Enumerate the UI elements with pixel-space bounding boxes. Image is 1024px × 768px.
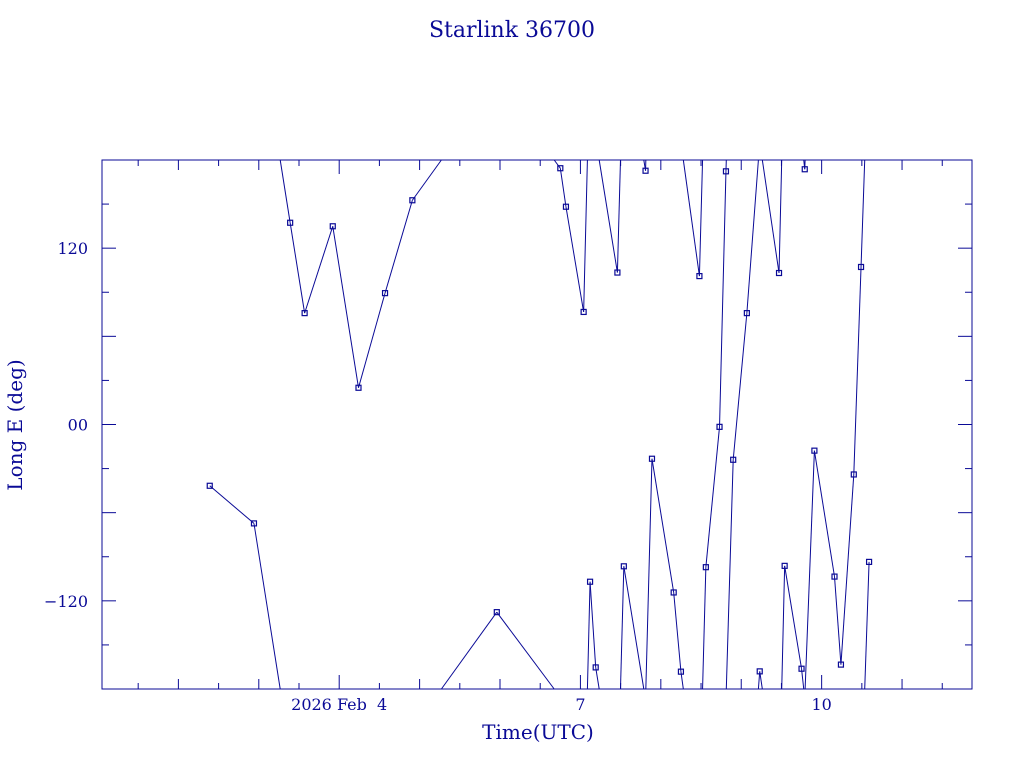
data-point [557, 165, 564, 172]
data-point [831, 573, 838, 580]
data-point [837, 661, 845, 668]
track-segment [813, 450, 835, 577]
track-segment [384, 200, 413, 294]
track-segment [781, 565, 786, 690]
data-point [580, 308, 587, 316]
track-segment [595, 667, 600, 690]
track-segments [209, 159, 870, 690]
track-segment [553, 159, 561, 169]
data-point [696, 272, 703, 280]
data-point [857, 263, 865, 271]
y-axis-label: Long E (deg) [3, 359, 27, 490]
track-segment [778, 159, 783, 274]
track-segment [583, 159, 588, 312]
data-point [775, 269, 783, 277]
y-axis-tick-labels: 120 00 −120 [44, 239, 88, 611]
data-point [865, 558, 873, 565]
data-point [811, 447, 818, 454]
data-point [250, 520, 258, 527]
data-point [206, 482, 213, 489]
data-point [381, 290, 389, 297]
track-segment [358, 292, 386, 388]
track-segment [864, 561, 870, 690]
data-point [642, 167, 649, 174]
data-point [287, 219, 294, 226]
track-segment [209, 485, 255, 524]
track-segment [559, 168, 567, 207]
data-point-markers [206, 165, 873, 675]
data-point [702, 564, 709, 571]
track-segment [598, 159, 618, 273]
y-tick-label: −120 [44, 592, 88, 611]
data-point [620, 563, 627, 570]
data-point [716, 423, 723, 430]
track-segment [279, 159, 291, 223]
data-point [677, 668, 685, 675]
y-tick-label: 120 [57, 239, 88, 258]
data-point [329, 223, 336, 230]
x-tick-label: 10 [811, 695, 831, 714]
track-segment [616, 159, 621, 273]
data-point [493, 609, 500, 616]
data-point [798, 665, 805, 672]
track-segment [804, 450, 815, 690]
track-segment [253, 523, 281, 690]
x-tick-label: 2026 Feb 4 [291, 695, 387, 714]
data-point [670, 589, 677, 596]
track-segment [698, 159, 704, 277]
track-segment [705, 426, 721, 568]
data-point [562, 203, 570, 210]
data-point [743, 310, 750, 317]
track-segment [761, 159, 780, 274]
y-tick-label: 00 [68, 416, 88, 435]
x-tick-label: 7 [575, 695, 585, 714]
track-segment [853, 266, 862, 475]
track-segment [801, 668, 805, 690]
track-segment [840, 474, 855, 665]
data-point [722, 168, 730, 175]
track-segment [565, 206, 585, 313]
track-segment [619, 566, 625, 690]
track-segment [289, 222, 306, 314]
data-point [756, 668, 763, 675]
track-segment [332, 226, 359, 388]
data-point [648, 455, 656, 462]
track-segment [673, 592, 682, 672]
data-point [586, 578, 594, 585]
x-axis-tick-labels: 2026 Feb 4 7 10 [291, 695, 832, 714]
data-point [730, 456, 737, 463]
x-axis-label: Time(UTC) [482, 720, 594, 744]
chart-title: Starlink 36700 [429, 18, 595, 43]
track-segment [682, 159, 700, 277]
data-point [850, 471, 857, 478]
plot-frame [101, 159, 973, 690]
track-segment [304, 226, 334, 314]
track-segment [586, 581, 591, 690]
track-segment [732, 313, 748, 460]
track-segment [645, 458, 653, 690]
track-segment [784, 565, 803, 669]
data-point [614, 269, 621, 276]
axis-tick-marks [102, 160, 972, 689]
data-point [801, 166, 808, 173]
track-segment [411, 159, 442, 201]
track-segment [496, 611, 555, 690]
track-segment [440, 611, 498, 690]
track-segment [725, 459, 734, 690]
track-segment [834, 576, 842, 665]
track-segment [746, 159, 759, 314]
track-segment [589, 581, 597, 668]
track-segment [651, 458, 675, 593]
track-segment [623, 566, 645, 690]
track-segment [702, 567, 707, 690]
data-point [355, 384, 362, 391]
data-point [592, 664, 599, 671]
track-segment [860, 159, 866, 267]
data-point [409, 197, 416, 204]
data-point [301, 310, 308, 317]
track-segment [719, 171, 727, 427]
data-point [781, 562, 788, 569]
